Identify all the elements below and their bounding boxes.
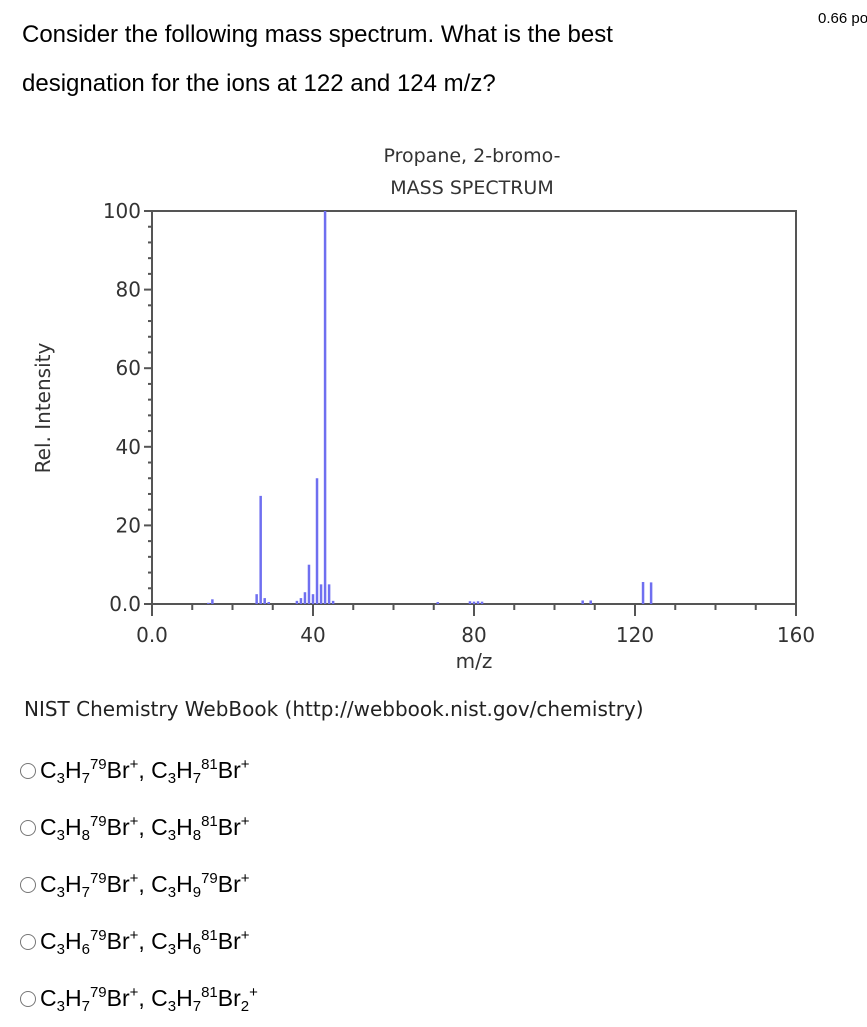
mass-spectrum-chart: 0.0 20 40 60 80 100 0.0 40 80 120 160 Rel. Intensi… xyxy=(31,199,815,673)
radio-button[interactable] xyxy=(20,762,36,779)
x-tick-label: 0.0 xyxy=(136,623,168,647)
chart-axes: 0.0 20 40 60 80 100 0.0 40 80 120 160 xyxy=(103,199,815,647)
points-value: 0.66 po xyxy=(818,10,867,27)
radio-button[interactable] xyxy=(20,990,36,1007)
answer-option[interactable]: C3H779Br+, C3H781Br2+ xyxy=(20,970,258,1027)
y-tick-label: 60 xyxy=(116,356,141,380)
answer-option[interactable]: C3H679Br+, C3H681Br+ xyxy=(20,913,258,970)
chart-title-compound: Propane, 2-bromo- xyxy=(383,145,561,167)
y-tick-label: 20 xyxy=(116,513,141,537)
answer-options: C3H779Br+, C3H781Br+ C3H879Br+, C3H881Br… xyxy=(20,742,258,1027)
y-tick-label: 40 xyxy=(116,435,141,459)
radio-button[interactable] xyxy=(20,876,36,893)
option-label: C3H779Br+, C3H979Br+ xyxy=(40,870,250,901)
y-tick-label: 100 xyxy=(103,199,141,223)
chart-title-type: MASS SPECTRUM xyxy=(390,177,554,199)
y-tick-label: 80 xyxy=(116,278,141,302)
radio-button[interactable] xyxy=(20,819,36,836)
chart-title: Propane, 2-bromo- MASS SPECTRUM xyxy=(352,140,592,204)
x-tick-label: 80 xyxy=(461,623,486,647)
x-tick-label: 160 xyxy=(777,623,815,647)
y-axis-label: Rel. Intensity xyxy=(31,343,55,474)
answer-option[interactable]: C3H879Br+, C3H881Br+ xyxy=(20,799,258,856)
option-label: C3H779Br+, C3H781Br2+ xyxy=(40,984,258,1015)
option-label: C3H879Br+, C3H881Br+ xyxy=(40,813,250,844)
option-label: C3H679Br+, C3H681Br+ xyxy=(40,927,250,958)
y-tick-label: 0.0 xyxy=(109,592,141,616)
answer-option[interactable]: C3H779Br+, C3H979Br+ xyxy=(20,856,258,913)
x-tick-label: 120 xyxy=(616,623,654,647)
question-text: Consider the following mass spectrum. Wh… xyxy=(22,21,613,97)
answer-option[interactable]: C3H779Br+, C3H781Br+ xyxy=(20,742,258,799)
chart-bars xyxy=(207,211,653,604)
x-tick-label: 40 xyxy=(300,623,325,647)
chart-source-citation: NIST Chemistry WebBook (http://webbook.n… xyxy=(24,697,644,721)
x-axis-label: m/z xyxy=(456,649,493,673)
radio-button[interactable] xyxy=(20,933,36,950)
option-label: C3H779Br+, C3H781Br+ xyxy=(40,756,250,787)
